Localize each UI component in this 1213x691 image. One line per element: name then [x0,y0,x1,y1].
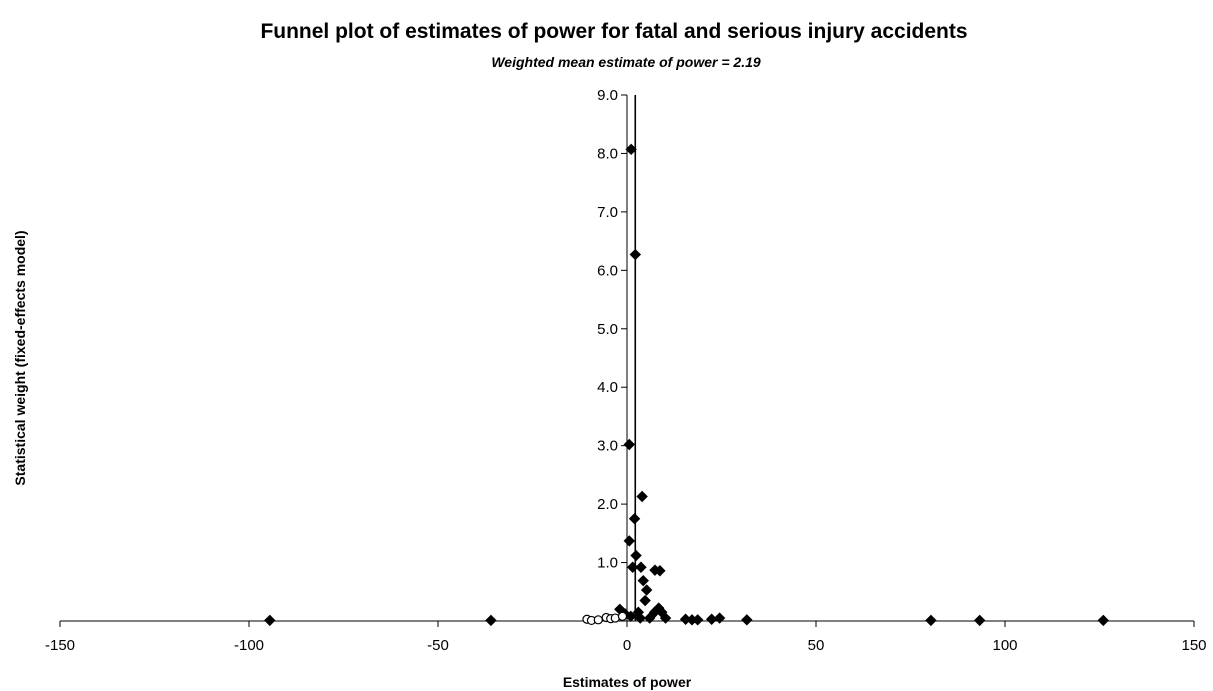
data-point-diamond [691,614,704,626]
data-point-diamond [625,143,637,156]
data-point-diamond [628,513,641,525]
data-point-diamond [623,535,635,547]
data-point-diamond [741,614,753,626]
data-points [264,143,1109,627]
data-point-circle [617,611,628,621]
data-point-diamond [485,614,497,627]
data-point-diamond [639,594,651,607]
y-tick-label: 5.0 [597,321,618,338]
data-point-diamond [643,612,656,624]
y-tick-label: 9.0 [597,87,618,104]
data-point-diamond [636,490,648,503]
axes [60,95,1194,622]
x-tick-label: -50 [427,637,449,654]
x-axis-ticks: -150 -100 -50 0 50 100 150 [45,621,1207,654]
chart-subtitle: Weighted mean estimate of power = 2.19 [491,54,761,70]
data-point-diamond [634,612,646,624]
y-tick-label: 2.0 [597,496,618,513]
data-point-circle [593,615,603,625]
data-point-diamond [629,248,642,261]
x-tick-label: 0 [623,637,631,654]
y-axis-title: Statistical weight (fixed-effects model) [12,230,28,485]
x-tick-label: 50 [808,637,825,654]
y-tick-label: 6.0 [597,262,618,279]
data-point-diamond [635,561,647,573]
data-point-diamond [925,614,937,627]
x-tick-label: -150 [45,637,75,654]
data-point-diamond [626,561,639,573]
x-axis-title: Estimates of power [563,674,692,690]
x-tick-label: 150 [1181,637,1206,654]
data-point-diamond [264,614,276,627]
data-point-diamond [659,612,672,624]
data-point-diamond [654,565,666,577]
x-tick-label: 100 [992,637,1017,654]
y-tick-label: 3.0 [597,438,618,455]
y-tick-label: 7.0 [597,204,618,221]
y-tick-label: 1.0 [597,555,618,572]
y-axis-ticks: 1.0 2.0 3.0 4.0 5.0 6.0 7.0 8.0 9.0 [597,87,627,572]
data-point-diamond [630,549,642,562]
data-point-diamond [973,614,986,627]
data-point-diamond [713,612,726,624]
data-point-diamond [623,438,635,451]
y-tick-label: 8.0 [597,145,618,162]
data-point-diamond [1097,614,1109,627]
chart-title: Funnel plot of estimates of power for fa… [260,20,967,43]
data-point-diamond [640,584,653,596]
data-point-diamond [625,610,637,623]
data-point-diamond [637,574,649,587]
y-tick-label: 4.0 [597,379,618,396]
x-tick-label: -100 [234,637,264,654]
